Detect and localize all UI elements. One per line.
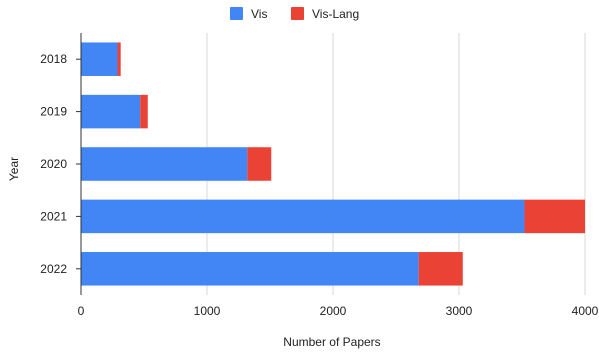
bar-vis-lang-2019: [140, 94, 148, 129]
legend-swatch-vis: [230, 7, 243, 20]
x-axis-title: Number of Papers: [283, 335, 380, 349]
legend-label-vis: Vis: [251, 7, 267, 21]
y-tick-label-2019: 2019: [40, 105, 67, 119]
bar-vis-2019: [81, 94, 141, 129]
bar-vis-2022: [81, 252, 419, 286]
y-tick-label-2022: 2022: [40, 262, 67, 276]
x-tick-label-2000: 2000: [320, 304, 347, 318]
x-tick-label-1000: 1000: [194, 304, 221, 318]
legend-label-vis-lang: Vis-Lang: [312, 7, 359, 21]
bar-vis-lang-2018: [117, 42, 121, 76]
y-axis-title: Year: [7, 157, 21, 181]
bar-vis-2020: [81, 147, 248, 181]
bar-vis-2021: [81, 199, 525, 234]
x-tick-label-4000: 4000: [572, 304, 599, 318]
y-tick-label-2021: 2021: [40, 209, 67, 223]
bar-vis-lang-2022: [418, 252, 463, 286]
x-tick-label-0: 0: [78, 304, 85, 318]
x-tick-label-3000: 3000: [446, 304, 473, 318]
legend-swatch-vis-lang: [291, 7, 304, 20]
bars: [81, 42, 585, 286]
bar-vis-lang-2020: [247, 147, 272, 181]
legend: Vis Vis-Lang: [230, 7, 359, 21]
tick-labels: 0 1000 2000 3000 4000 2018 2019 2020 2021 2022: [40, 52, 598, 318]
y-tick-label-2020: 2020: [40, 157, 67, 171]
y-tick-label-2018: 2018: [40, 52, 67, 66]
bar-vis-lang-2021: [524, 199, 585, 234]
bar-vis-2018: [81, 42, 118, 76]
